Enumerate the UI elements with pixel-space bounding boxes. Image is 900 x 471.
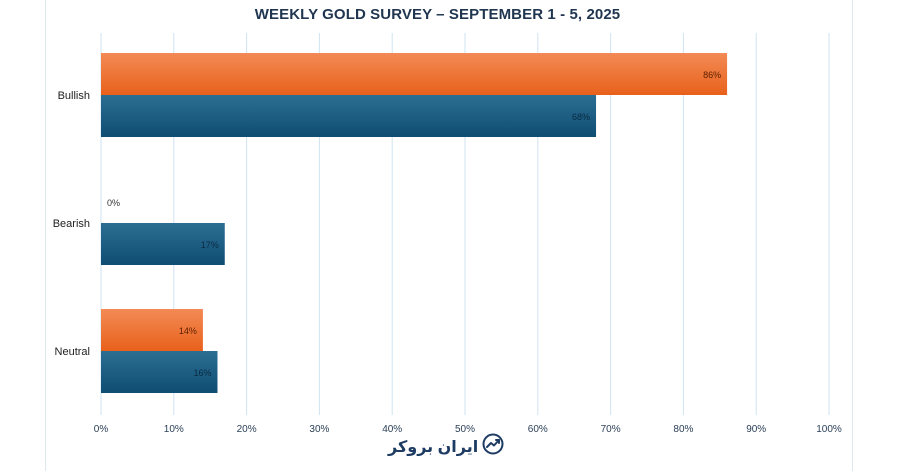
category-label: Bullish xyxy=(58,90,90,102)
x-tick-label: 100% xyxy=(816,424,842,435)
right-frame-line xyxy=(852,0,853,471)
brand-logo-text: ایران بروکر xyxy=(388,438,479,456)
bar[interactable] xyxy=(101,309,203,351)
category-label: Bearish xyxy=(53,218,90,230)
brand-logo: ایران بروکر xyxy=(388,433,504,460)
bar[interactable] xyxy=(101,95,597,137)
x-tick-label: 90% xyxy=(746,424,766,435)
bar[interactable] xyxy=(101,223,225,265)
x-tick-label: 50% xyxy=(455,424,475,435)
chart-arrow-icon xyxy=(482,433,504,460)
data-label: 86% xyxy=(703,70,721,80)
x-tick-label: 30% xyxy=(309,424,329,435)
chart-title: WEEKLY GOLD SURVEY – SEPTEMBER 1 - 5, 20… xyxy=(254,6,621,23)
bar[interactable] xyxy=(101,351,218,393)
x-tick-label: 60% xyxy=(528,424,548,435)
x-tick-label: 10% xyxy=(164,424,184,435)
bar[interactable] xyxy=(101,53,728,95)
data-label: 68% xyxy=(572,112,590,122)
x-tick-label: 0% xyxy=(94,424,109,435)
left-frame-line xyxy=(45,0,46,471)
x-tick-label: 20% xyxy=(237,424,257,435)
x-tick-label: 70% xyxy=(601,424,621,435)
x-tick-label: 40% xyxy=(382,424,402,435)
data-label: 14% xyxy=(179,326,197,336)
data-label: 17% xyxy=(201,240,219,250)
category-label: Neutral xyxy=(55,346,90,358)
x-tick-label: 80% xyxy=(673,424,693,435)
data-label: 16% xyxy=(193,368,211,378)
data-label: 0% xyxy=(107,198,120,208)
